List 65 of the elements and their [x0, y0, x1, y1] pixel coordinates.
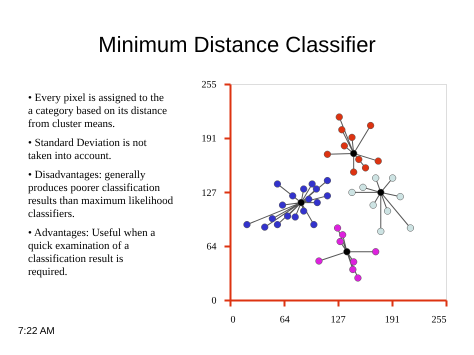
point [336, 238, 344, 246]
point [348, 134, 356, 141]
point [374, 157, 382, 165]
y-tick-label: 0 [212, 296, 216, 306]
point [312, 185, 320, 193]
point [350, 150, 358, 158]
x-tick-label: 0 [230, 314, 236, 326]
point [334, 224, 342, 232]
point [340, 142, 348, 150]
point [384, 207, 392, 215]
y-tick-label: 191 [202, 134, 216, 145]
text: 7:22 AM [18, 326, 55, 337]
point [261, 224, 268, 231]
point [315, 257, 323, 265]
point [359, 184, 367, 191]
x-tick-label: 127 [330, 314, 346, 326]
point [389, 174, 396, 182]
point [377, 228, 384, 235]
point [343, 248, 350, 256]
point [350, 258, 358, 266]
point [348, 188, 356, 196]
point [274, 221, 282, 228]
point [355, 156, 362, 163]
point [324, 150, 332, 158]
point [354, 274, 362, 282]
point [336, 113, 343, 121]
point [278, 202, 286, 209]
text: • Standard Deviation is not taken into account. [28, 137, 147, 162]
x-tick-label: 64 [280, 314, 290, 326]
point [292, 213, 299, 221]
text: • Advantages: Useful when a quick examination of a classification result is required. [28, 227, 156, 278]
text: • Every pixel is assigned to the a category based on its distance from cluster means. [28, 92, 168, 130]
point [362, 164, 370, 172]
point [243, 221, 251, 228]
point [338, 126, 346, 134]
y-tick-label: 64 [206, 241, 216, 252]
text: • Disadvantages: generally produces poorer classification results than maximum likelihood classifiers. [28, 169, 174, 220]
point [305, 196, 312, 203]
point [372, 174, 380, 182]
point [324, 176, 332, 184]
point [406, 224, 414, 232]
x-tick-label: 191 [384, 314, 400, 326]
y-tick-label: 255 [202, 80, 216, 90]
x-tick-label: 255 [432, 314, 446, 326]
point [324, 192, 332, 200]
point [350, 168, 358, 176]
point [308, 180, 316, 188]
point [268, 215, 276, 222]
chart-title: Minimum Distance Classifier [98, 32, 376, 57]
point [377, 188, 384, 196]
point [310, 221, 318, 228]
point [349, 266, 356, 274]
point [289, 192, 296, 200]
point [339, 231, 346, 238]
point [284, 212, 292, 220]
point [274, 180, 282, 188]
point [370, 202, 377, 209]
point [314, 198, 321, 206]
point [396, 193, 404, 200]
point [300, 185, 308, 193]
point [298, 198, 305, 206]
point [300, 207, 308, 215]
y-tick-label: 127 [202, 188, 216, 199]
point [367, 122, 374, 130]
point [372, 248, 380, 256]
